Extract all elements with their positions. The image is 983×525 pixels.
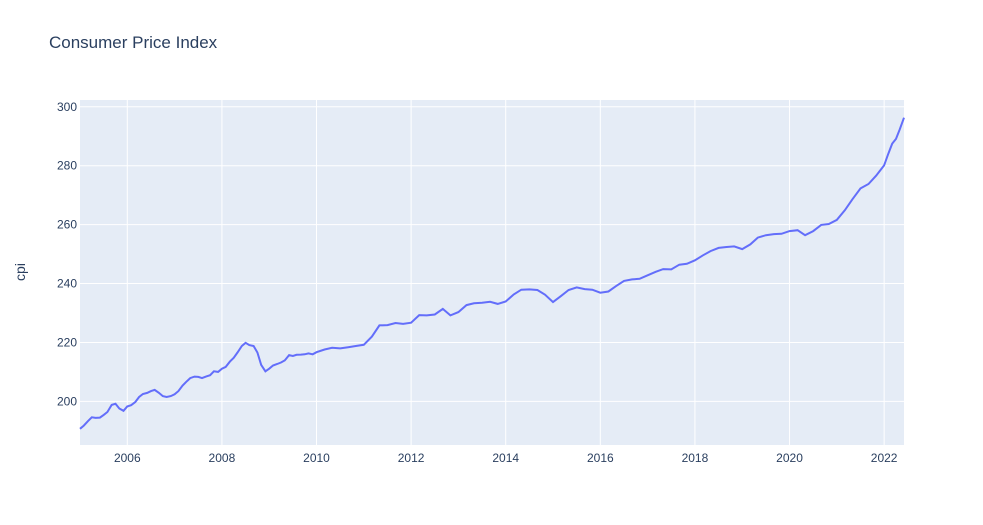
cpi-series-line [79, 117, 905, 430]
y-tick-label: 200 [57, 394, 77, 408]
x-tick-label: 2022 [871, 451, 898, 465]
y-axis-ticks: 200 220 240 260 280 300 [57, 100, 77, 409]
x-tick-label: 2010 [303, 451, 330, 465]
x-tick-label: 2016 [587, 451, 614, 465]
x-tick-label: 2018 [682, 451, 709, 465]
x-tick-label: 2008 [209, 451, 236, 465]
y-tick-label: 220 [57, 335, 77, 349]
chart-title: Consumer Price Index [49, 33, 218, 52]
y-tick-label: 260 [57, 218, 77, 232]
y-tick-label: 240 [57, 277, 77, 291]
x-tick-label: 2020 [776, 451, 803, 465]
y-tick-label: 300 [57, 100, 77, 114]
y-tick-label: 280 [57, 159, 77, 173]
x-tick-label: 2012 [398, 451, 425, 465]
x-axis-ticks: 2006 2008 2010 2012 2014 2016 2018 2020 2022 [114, 451, 898, 465]
gridlines [80, 100, 904, 445]
plot-area [80, 100, 904, 445]
x-tick-label: 2014 [492, 451, 519, 465]
x-tick-label: 2006 [114, 451, 141, 465]
